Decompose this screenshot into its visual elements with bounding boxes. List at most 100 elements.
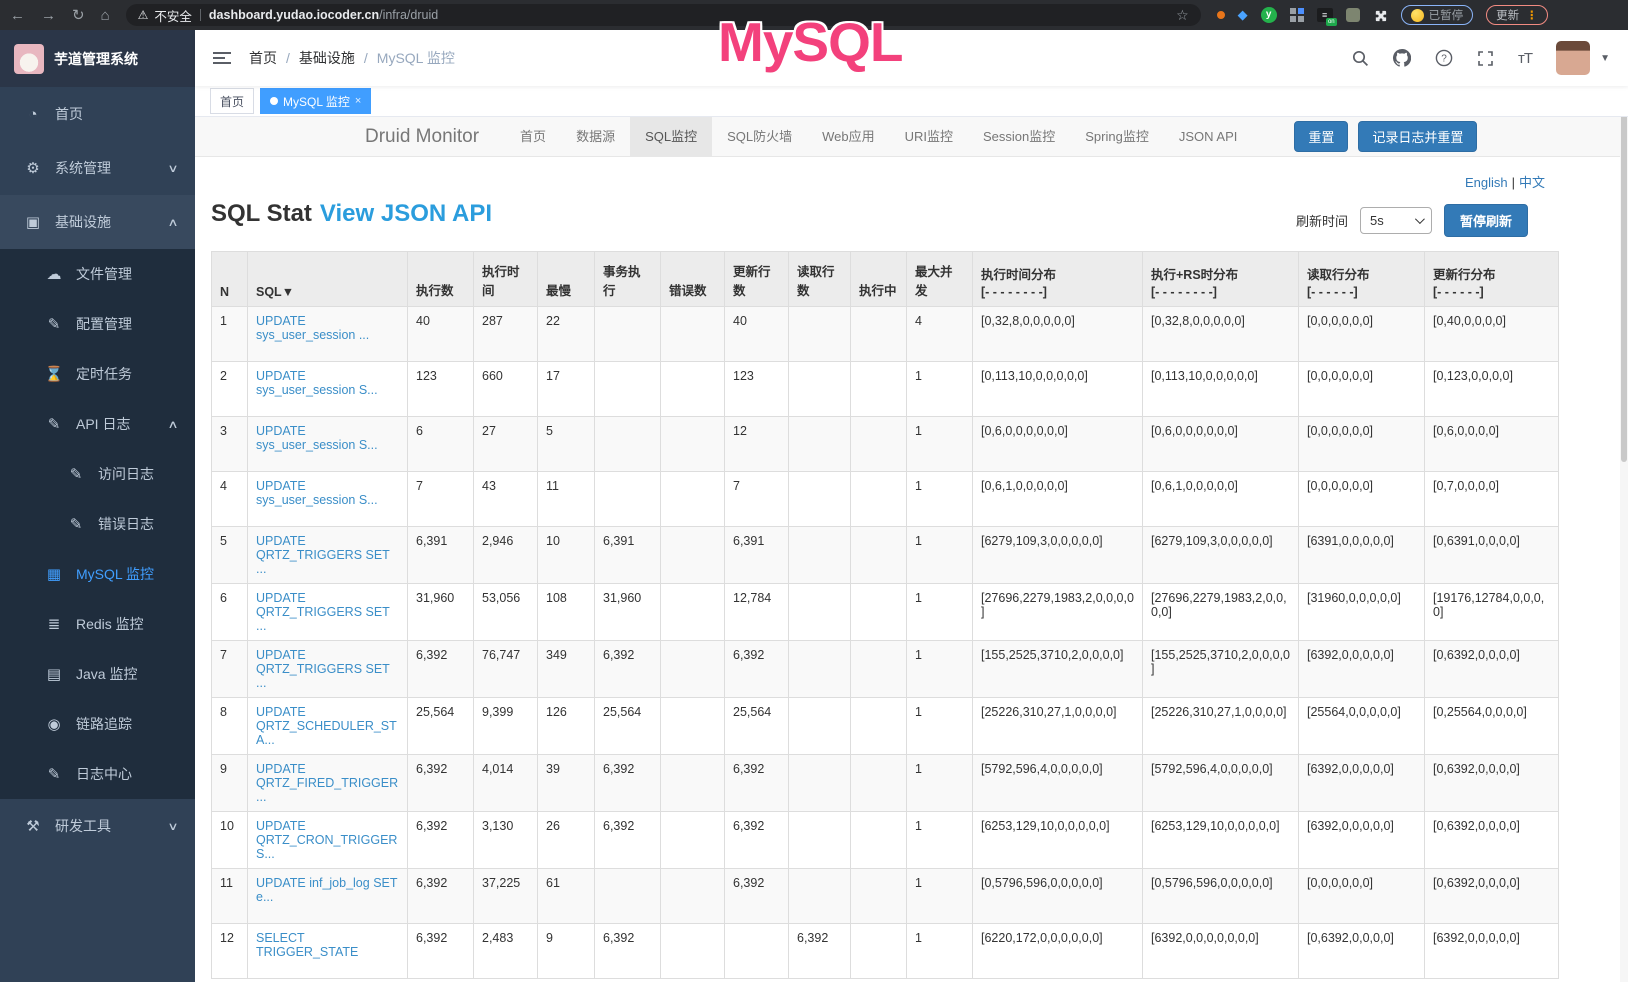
cell-read-rows	[788, 361, 851, 417]
sidebar-item-redis-monitor[interactable]: ≣ Redis 监控	[0, 599, 195, 649]
col-header-error-count[interactable]: 错误数	[660, 251, 725, 307]
sql-link[interactable]: UPDATE QRTZ_TRIGGERS SET ...	[256, 648, 390, 690]
sql-link[interactable]: UPDATE QRTZ_TRIGGERS SET ...	[256, 534, 390, 576]
hamburger-icon[interactable]	[213, 52, 231, 64]
col-header-running[interactable]: 执行中	[850, 251, 907, 307]
log-and-reset-button[interactable]: 记录日志并重置	[1358, 121, 1478, 152]
col-header-exec-time[interactable]: 执行时间	[473, 251, 538, 307]
col-header-update-row-dist[interactable]: 更新行分布 [- - - - - -]	[1424, 251, 1559, 307]
extension-gem-icon[interactable]: ◆	[1237, 7, 1248, 22]
extension-list-icon[interactable]: ≡ on	[1316, 8, 1337, 26]
col-header-exec-rs-dist[interactable]: 执行+RS时分布 [- - - - - - - -]	[1142, 251, 1299, 307]
home-icon[interactable]: ⌂	[100, 6, 110, 24]
sidebar-item-error-logs[interactable]: ✎ 错误日志	[0, 499, 195, 549]
sidebar-item-log-center[interactable]: ✎ 日志中心	[0, 749, 195, 799]
caret-down-icon[interactable]: ▼	[1600, 52, 1610, 64]
extension-orange-icon[interactable]	[1216, 11, 1225, 19]
cell-tx-exec	[594, 306, 661, 362]
address-bar[interactable]: ⚠ 不安全 dashboard.yudao.iocoder.cn/infra/d…	[125, 4, 1201, 26]
cell-exec-count: 25,564	[407, 697, 474, 755]
sidebar-item-dev-tools[interactable]: ⚒ 研发工具 ∨	[0, 799, 195, 853]
cell-error-count	[660, 754, 725, 812]
reload-icon[interactable]: ↻	[72, 6, 85, 24]
close-icon[interactable]: ×	[354, 95, 362, 107]
sql-link[interactable]: UPDATE inf_job_log SET e...	[256, 876, 398, 904]
update-button[interactable]: 更新 ⋮	[1486, 5, 1548, 25]
forward-icon[interactable]: →	[41, 6, 56, 24]
bookmark-star-icon[interactable]: ☆	[1176, 6, 1189, 23]
scrollbar-thumb[interactable]	[1621, 32, 1627, 462]
help-icon[interactable]: ?	[1435, 49, 1453, 67]
col-header-tx-exec[interactable]: 事务执行	[594, 251, 661, 307]
col-header-exec-time-dist[interactable]: 执行时间分布 [- - - - - - - -]	[972, 251, 1143, 307]
extension-tool-icon[interactable]	[1345, 8, 1360, 22]
col-header-n[interactable]: N	[211, 251, 248, 307]
col-header-read-rows[interactable]: 读取行数	[788, 251, 851, 307]
druid-brand[interactable]: Druid Monitor	[365, 125, 480, 147]
sql-link[interactable]: UPDATE sys_user_session ...	[256, 314, 370, 342]
sidebar-item-java-monitor[interactable]: ▤ Java 监控	[0, 649, 195, 699]
druid-nav-web-app[interactable]: Web应用	[822, 128, 875, 144]
druid-nav-session-monitor[interactable]: Session监控	[983, 128, 1056, 144]
sql-link[interactable]: UPDATE QRTZ_TRIGGERS SET ...	[256, 591, 390, 633]
sidebar-item-mysql-monitor[interactable]: ▦ MySQL 监控	[0, 549, 195, 599]
druid-nav-spring-monitor[interactable]: Spring监控	[1085, 128, 1149, 144]
sql-link[interactable]: UPDATE sys_user_session S...	[256, 479, 378, 507]
extension-grid-icon[interactable]	[1289, 8, 1304, 22]
page-scrollbar[interactable]	[1620, 30, 1628, 982]
sql-link[interactable]: UPDATE QRTZ_SCHEDULER_STA...	[256, 705, 397, 747]
search-icon[interactable]	[1352, 50, 1369, 67]
breadcrumb-item[interactable]: 首页	[249, 50, 277, 66]
sql-link[interactable]: UPDATE QRTZ_CRON_TRIGGERS...	[256, 819, 398, 861]
sql-link[interactable]: UPDATE sys_user_session S...	[256, 369, 378, 397]
app-logo[interactable]: 芋道管理系统	[0, 30, 195, 87]
refresh-interval-select[interactable]: 5s	[1359, 207, 1432, 234]
breadcrumb-item[interactable]: 基础设施	[298, 50, 355, 66]
druid-nav-sql-monitor[interactable]: SQL监控	[630, 116, 713, 157]
paused-pill[interactable]: 已暂停	[1400, 5, 1474, 25]
col-header-exec-count[interactable]: 执行数	[407, 251, 474, 307]
extension-green-icon[interactable]: y	[1260, 7, 1277, 23]
sidebar-item-home[interactable]: ◔ 首页	[0, 87, 195, 141]
druid-nav-home[interactable]: 首页	[520, 128, 547, 144]
col-header-max-concurrent[interactable]: 最大并发	[906, 251, 973, 307]
sidebar-item-infrastructure[interactable]: ▣ 基础设施 ∧	[0, 195, 195, 249]
sql-link[interactable]: UPDATE QRTZ_FIRED_TRIGGER...	[256, 762, 399, 804]
druid-nav-json-api[interactable]: JSON API	[1178, 128, 1238, 144]
sidebar-item-access-logs[interactable]: ✎ 访问日志	[0, 449, 195, 499]
lang-chinese-link[interactable]: 中文	[1518, 175, 1545, 190]
tag-inactive[interactable]: 首页	[210, 88, 255, 114]
github-icon[interactable]	[1393, 49, 1412, 67]
kebab-menu-icon[interactable]: ⋮	[1526, 10, 1538, 22]
cell-error-count	[660, 923, 725, 979]
lang-english-link[interactable]: English	[1464, 175, 1508, 190]
font-size-icon[interactable]: ᴛT	[1518, 49, 1533, 67]
sidebar-item-api-logs[interactable]: ✎ API 日志 ∧	[0, 399, 195, 449]
col-header-sql[interactable]: SQL▼	[247, 251, 408, 307]
col-header-label: N	[220, 285, 230, 299]
druid-nav-sql-firewall[interactable]: SQL防火墙	[727, 128, 793, 144]
user-avatar[interactable]	[1556, 41, 1591, 75]
view-json-api-link[interactable]: View JSON API	[319, 200, 492, 227]
sql-link[interactable]: UPDATE sys_user_session S...	[256, 424, 378, 452]
tag-active[interactable]: MySQL 监控 ×	[260, 88, 372, 114]
extensions-puzzle-icon[interactable]	[1373, 8, 1388, 23]
druid-nav-uri-monitor[interactable]: URI监控	[904, 128, 953, 144]
sidebar-item-system-management[interactable]: ⚙ 系统管理 ∨	[0, 141, 195, 195]
col-header-slowest[interactable]: 最慢	[537, 251, 595, 307]
sidebar-item-scheduled-tasks[interactable]: ⌛ 定时任务	[0, 349, 195, 399]
col-header-update-rows[interactable]: 更新行数	[724, 251, 789, 307]
security-warning[interactable]: ⚠ 不安全	[138, 6, 192, 25]
druid-nav-datasource[interactable]: 数据源	[576, 128, 616, 144]
sidebar-item-config-management[interactable]: ✎ 配置管理	[0, 299, 195, 349]
table-row: 5 UPDATE QRTZ_TRIGGERS SET ... 6,391 2,946 1…	[211, 526, 1559, 584]
back-icon[interactable]: ←	[10, 6, 25, 24]
col-header-read-row-dist[interactable]: 读取行分布 [- - - - - -]	[1298, 251, 1425, 307]
sidebar-item-trace[interactable]: ◉ 链路追踪	[0, 699, 195, 749]
pause-refresh-button[interactable]: 暂停刷新	[1443, 204, 1528, 237]
sql-link[interactable]: SELECT TRIGGER_STATE	[256, 931, 359, 959]
fullscreen-icon[interactable]	[1477, 50, 1494, 67]
reset-button[interactable]: 重置	[1294, 121, 1349, 152]
sidebar-item-file-management[interactable]: ☁ 文件管理	[0, 249, 195, 299]
logo-avatar	[14, 43, 44, 74]
